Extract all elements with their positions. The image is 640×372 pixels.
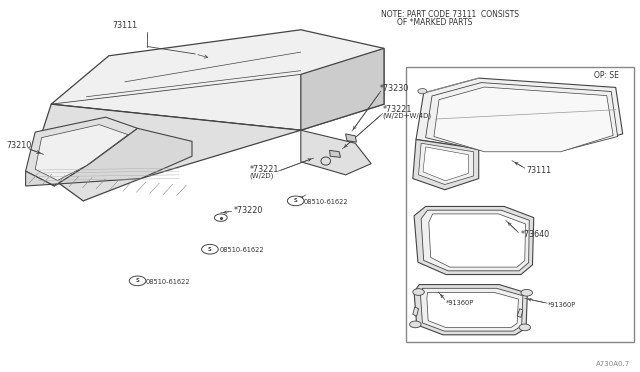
Polygon shape [32, 104, 301, 201]
Circle shape [413, 289, 424, 295]
Circle shape [214, 214, 227, 221]
Polygon shape [26, 117, 138, 186]
Polygon shape [51, 30, 384, 130]
Text: *73230: *73230 [380, 84, 409, 93]
Text: 73210: 73210 [6, 141, 31, 150]
Polygon shape [429, 214, 525, 267]
Polygon shape [301, 130, 371, 175]
Circle shape [521, 289, 532, 296]
Circle shape [410, 321, 421, 328]
Polygon shape [426, 83, 618, 151]
Circle shape [129, 276, 146, 286]
Polygon shape [414, 285, 527, 335]
Polygon shape [421, 210, 529, 271]
Text: 73111: 73111 [527, 166, 552, 175]
Text: 08510-61622: 08510-61622 [220, 247, 264, 253]
Polygon shape [26, 128, 192, 186]
Polygon shape [414, 206, 534, 275]
Text: *73221: *73221 [383, 105, 412, 114]
Polygon shape [423, 147, 468, 181]
Text: *91360P: *91360P [446, 300, 474, 306]
Circle shape [202, 244, 218, 254]
Text: S: S [136, 278, 140, 283]
FancyBboxPatch shape [406, 67, 634, 342]
Circle shape [519, 324, 531, 331]
Polygon shape [427, 292, 518, 327]
Text: A730A0.7: A730A0.7 [596, 361, 630, 367]
Polygon shape [413, 140, 479, 190]
Text: OP: SE: OP: SE [594, 71, 619, 80]
Text: S: S [294, 198, 298, 203]
Text: 08510-61622: 08510-61622 [303, 199, 348, 205]
Ellipse shape [321, 157, 331, 165]
Text: (W/2D): (W/2D) [250, 173, 274, 179]
Polygon shape [346, 134, 356, 142]
Polygon shape [301, 48, 384, 130]
Text: *73221: *73221 [250, 165, 279, 174]
Polygon shape [330, 150, 340, 157]
Polygon shape [416, 78, 623, 149]
Text: OF *MARKED PARTS: OF *MARKED PARTS [397, 18, 472, 27]
Text: (W/2D+W/4D): (W/2D+W/4D) [383, 113, 432, 119]
Text: *91360P: *91360P [548, 302, 576, 308]
Polygon shape [419, 143, 474, 185]
Text: NOTE: PART CODE 73111  CONSISTS: NOTE: PART CODE 73111 CONSISTS [381, 10, 519, 19]
Circle shape [418, 89, 427, 94]
Polygon shape [35, 125, 128, 180]
Polygon shape [434, 87, 613, 152]
Polygon shape [517, 309, 523, 317]
Circle shape [287, 196, 304, 206]
Text: *73220: *73220 [234, 206, 263, 215]
Text: 73111: 73111 [112, 21, 138, 30]
Polygon shape [413, 307, 419, 316]
Polygon shape [420, 288, 523, 331]
Text: S: S [208, 247, 212, 252]
Text: 08510-61622: 08510-61622 [146, 279, 191, 285]
Text: *73640: *73640 [520, 230, 550, 239]
